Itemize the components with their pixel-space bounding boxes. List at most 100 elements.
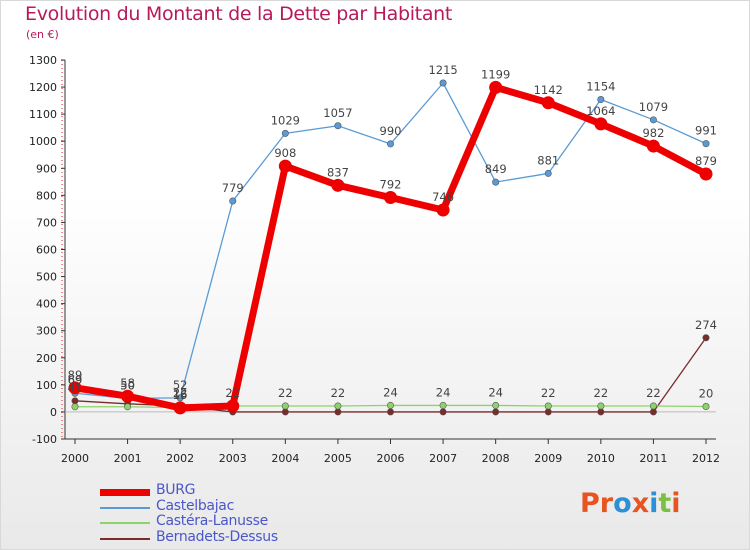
x-tick-label: 2001 xyxy=(114,452,142,465)
series-line-bernadets-dessus xyxy=(74,337,707,413)
data-point-burg xyxy=(121,389,135,403)
data-point-castera-lanusse xyxy=(492,401,500,409)
logo-letter: P xyxy=(580,488,600,519)
data-label: 879 xyxy=(695,154,717,168)
data-point-bernadets-dessus xyxy=(702,334,710,342)
data-label: 881 xyxy=(537,153,559,167)
chart-title: Evolution du Montant de la Dette par Hab… xyxy=(25,3,453,25)
data-label: 1154 xyxy=(586,80,615,94)
logo-letter: i xyxy=(671,488,681,519)
y-tick-label: 1000 xyxy=(29,135,57,148)
x-tick-label: 2012 xyxy=(692,452,720,465)
x-tick-label: 2010 xyxy=(587,452,615,465)
data-label: 22 xyxy=(225,386,240,400)
data-point-bernadets-dessus xyxy=(544,408,552,416)
data-label: 89 xyxy=(68,368,83,382)
data-point-castelbajac xyxy=(334,122,342,130)
data-label: 22 xyxy=(646,386,661,400)
legend-swatch xyxy=(100,537,150,540)
data-label: 41 xyxy=(68,381,83,395)
x-tick-label: 2008 xyxy=(482,452,510,465)
data-point-castera-lanusse xyxy=(281,402,289,410)
data-point-bernadets-dessus xyxy=(281,408,289,416)
data-label: 991 xyxy=(695,124,717,138)
data-label: 837 xyxy=(327,165,349,179)
x-tick-label: 2011 xyxy=(639,452,667,465)
data-label: 779 xyxy=(222,181,244,195)
y-tick-label: 0 xyxy=(50,406,57,419)
data-point-castera-lanusse xyxy=(71,403,79,411)
data-point-castera-lanusse xyxy=(597,402,605,410)
x-tick-label: 2002 xyxy=(166,452,194,465)
y-tick-label: 200 xyxy=(36,352,57,365)
data-label: 1215 xyxy=(428,63,457,77)
data-label: 1079 xyxy=(639,100,668,114)
data-label: 908 xyxy=(274,146,296,160)
data-label: 1199 xyxy=(481,67,510,81)
chart-axes: -100 0 100 200 300 400 500 600 700 800 900 1000 1100… xyxy=(29,54,720,465)
data-point-burg xyxy=(331,178,345,192)
data-label: 69 xyxy=(68,373,83,387)
y-tick-label: 400 xyxy=(36,298,57,311)
data-point-bernadets-dessus xyxy=(386,408,394,416)
x-tick-label: 2004 xyxy=(271,452,299,465)
data-point-burg xyxy=(173,401,187,415)
chart-series xyxy=(68,79,713,416)
data-point-burg xyxy=(436,203,450,217)
data-label: 24 xyxy=(383,385,398,399)
legend-label: Castéra-Lanusse xyxy=(156,513,268,529)
x-tick-label: 2003 xyxy=(219,452,247,465)
data-label: 1057 xyxy=(323,106,352,120)
data-point-burg xyxy=(699,167,713,181)
data-point-bernadets-dessus xyxy=(439,408,447,416)
data-label: 849 xyxy=(485,162,507,176)
data-point-burg xyxy=(541,96,555,110)
data-label: 24 xyxy=(436,385,451,399)
data-label: 982 xyxy=(642,126,664,140)
y-tick-label: 1200 xyxy=(29,81,57,94)
data-point-burg xyxy=(384,191,397,205)
data-point-castera-lanusse xyxy=(439,401,447,409)
legend-label: Castelbajac xyxy=(156,497,234,514)
y-tick-label: 100 xyxy=(36,379,57,392)
logo-letter: o xyxy=(613,488,632,519)
y-tick-label: 600 xyxy=(36,244,57,257)
data-label: 1064 xyxy=(586,104,615,118)
x-tick-label: 2005 xyxy=(324,452,352,465)
data-point-castera-lanusse xyxy=(649,402,657,410)
data-label: 58 xyxy=(120,376,135,390)
legend-swatch xyxy=(100,488,150,496)
data-point-castelbajac xyxy=(176,394,184,402)
legend-label: BURG xyxy=(156,482,196,498)
data-point-castera-lanusse xyxy=(124,403,132,411)
data-label: 22 xyxy=(541,386,556,400)
data-point-castera-lanusse xyxy=(544,402,552,410)
data-label: 274 xyxy=(695,318,717,332)
data-point-castelbajac xyxy=(281,129,289,137)
data-label: 22 xyxy=(331,386,346,400)
data-label: 20 xyxy=(699,387,714,401)
data-point-burg xyxy=(489,80,503,94)
logo-letter: r xyxy=(599,488,614,519)
data-point-burg xyxy=(68,381,82,395)
data-point-castera-lanusse xyxy=(702,403,710,411)
data-label: 22 xyxy=(594,386,609,400)
data-point-castelbajac xyxy=(597,96,605,104)
y-tick-label: 1100 xyxy=(29,108,57,121)
legend-swatch xyxy=(100,506,150,509)
data-label: 22 xyxy=(278,386,293,400)
data-label: 50 xyxy=(120,378,135,392)
y-tick-label: 800 xyxy=(36,189,57,202)
data-point-castelbajac xyxy=(439,79,447,87)
data-point-bernadets-dessus xyxy=(71,397,79,405)
logo-letter: i xyxy=(649,488,659,519)
legend-label: Bernadets-Dessus xyxy=(156,528,278,545)
data-label: 50 xyxy=(120,378,135,392)
data-label: 24 xyxy=(488,385,503,399)
data-point-bernadets-dessus xyxy=(492,408,500,416)
y-tick-label: 1300 xyxy=(29,54,57,67)
data-point-castelbajac xyxy=(702,140,710,148)
y-tick-label: 900 xyxy=(36,162,57,175)
